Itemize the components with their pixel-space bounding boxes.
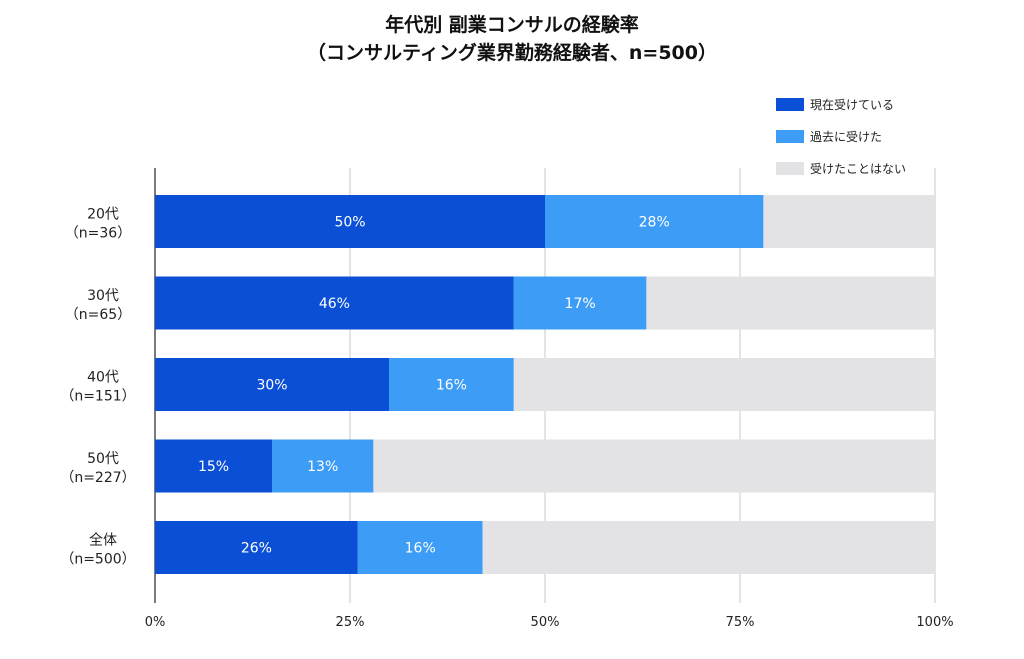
legend-swatch-never xyxy=(776,162,804,175)
bar-segment-2 xyxy=(389,358,514,411)
category-label: 30代 xyxy=(87,288,119,304)
bar-segment-2 xyxy=(272,439,374,493)
category-sample-size: （n=500） xyxy=(60,552,135,568)
x-tick-label: 25% xyxy=(336,615,365,630)
category-sample-size: （n=151） xyxy=(60,389,135,405)
bar-segment-2 xyxy=(357,521,483,574)
bar-segment-1 xyxy=(155,358,389,411)
category-label: 20代 xyxy=(87,207,119,223)
data-label: 26% xyxy=(241,541,272,557)
category-label: 40代 xyxy=(87,370,119,386)
data-label: 13% xyxy=(307,459,338,475)
legend-swatch-current xyxy=(776,98,804,111)
bar-segment-1 xyxy=(155,276,514,330)
bar-segment-2 xyxy=(513,276,647,330)
data-label: 46% xyxy=(319,296,350,312)
bar-segment-1 xyxy=(155,195,545,248)
bar-segment-1 xyxy=(155,521,358,574)
bar-segment-1 xyxy=(155,439,272,493)
data-label: 17% xyxy=(565,296,596,312)
legend-swatch-past xyxy=(776,130,804,143)
legend-label-never: 受けたことはない xyxy=(810,162,907,176)
data-label: 30% xyxy=(256,378,287,394)
x-tick-label: 100% xyxy=(916,615,953,630)
data-label: 16% xyxy=(436,378,467,394)
data-label: 28% xyxy=(639,215,670,231)
data-label: 50% xyxy=(334,215,365,231)
x-tick-label: 50% xyxy=(531,615,560,630)
category-sample-size: （n=227） xyxy=(60,470,135,486)
x-tick-label: 75% xyxy=(726,615,755,630)
bar-segment-3 xyxy=(482,521,935,574)
category-label: 50代 xyxy=(87,451,119,467)
bar-segment-3 xyxy=(646,276,935,330)
category-sample-size: （n=65） xyxy=(65,307,131,323)
chart-subtitle: （コンサルティング業界勤務経験者、n=500） xyxy=(307,42,717,64)
data-label: 16% xyxy=(405,541,436,557)
bar-segment-2 xyxy=(545,195,764,248)
category-label: 全体 xyxy=(89,532,117,549)
x-tick-label: 0% xyxy=(145,615,166,630)
bar-segment-3 xyxy=(763,195,935,248)
category-sample-size: （n=36） xyxy=(65,226,131,242)
chart-title: 年代別 副業コンサルの経験率 xyxy=(385,14,639,36)
legend-label-current: 現在受けている xyxy=(810,98,895,112)
bar-segment-3 xyxy=(513,358,935,411)
data-label: 15% xyxy=(198,459,229,475)
bar-segment-3 xyxy=(373,439,935,493)
legend-label-past: 過去に受けた xyxy=(810,130,883,144)
